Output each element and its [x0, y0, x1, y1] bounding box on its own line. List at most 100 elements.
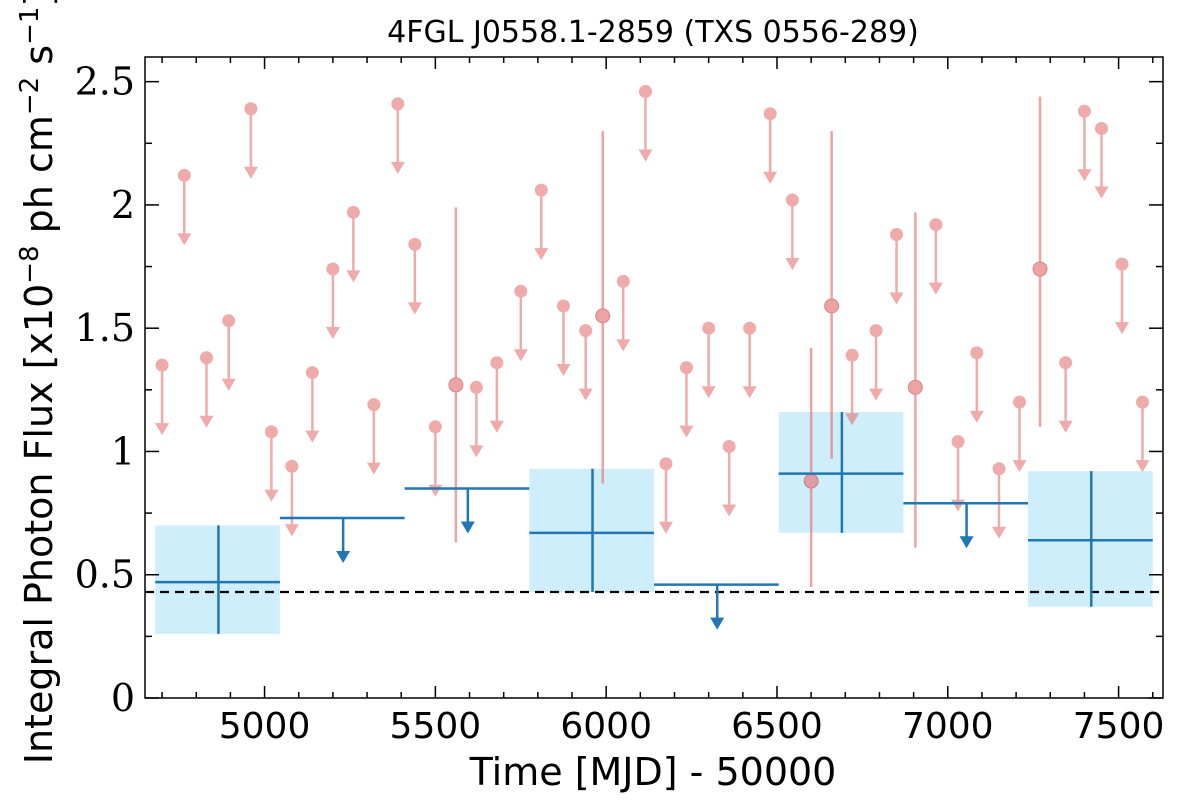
short-bin-point	[428, 420, 442, 434]
short-bin-upper-limit	[264, 425, 279, 502]
short-bin-point	[907, 379, 923, 395]
short-bin-point	[244, 102, 258, 116]
short-bin-upper-limit	[951, 435, 966, 512]
upper-limit-arrowhead	[264, 489, 279, 502]
short-bin-point	[490, 356, 504, 370]
short-bin-point	[1032, 261, 1048, 277]
upper-limit-arrowhead	[845, 413, 860, 426]
short-bin-upper-limit	[305, 366, 320, 443]
short-bin-detection	[595, 130, 611, 484]
upper-limit-arrowhead	[489, 420, 504, 433]
upper-limit-arrowhead	[763, 171, 778, 184]
long-bin-upper-limit-arrowhead	[336, 551, 351, 564]
upper-limit-arrowhead	[992, 526, 1007, 539]
upper-limit-arrowhead	[679, 425, 694, 438]
short-bin-upper-limit	[489, 356, 504, 433]
y-axis-label-mid2: s	[17, 45, 61, 77]
short-bin-upper-limit	[221, 314, 236, 391]
short-bin-point	[824, 298, 840, 314]
y-axis-label-exp1: −8	[15, 245, 45, 283]
short-bin-upper-limit	[1094, 121, 1109, 199]
short-bin-upper-limit	[616, 274, 631, 352]
plot-frame	[144, 56, 1164, 699]
short-bin-point	[951, 435, 965, 449]
y-tick-label: 0	[111, 676, 135, 720]
upper-limit-arrowhead	[1135, 460, 1150, 473]
x-tick-label: 6000	[560, 706, 652, 747]
x-tick-label: 6500	[731, 706, 823, 747]
short-bin-upper-limit	[407, 237, 422, 315]
upper-limit-arrowhead	[155, 423, 170, 436]
upper-limit-arrowhead	[390, 161, 405, 174]
upper-limit-arrowhead	[1094, 186, 1109, 199]
short-bin-point	[1077, 104, 1091, 118]
short-bin-point	[722, 440, 736, 454]
upper-limit-arrowhead	[869, 388, 884, 401]
x-tick-label: 5000	[219, 706, 311, 747]
upper-limit-arrowhead	[1115, 322, 1130, 335]
short-bin-point	[679, 361, 693, 375]
upper-limit-arrowhead	[305, 430, 320, 443]
short-bin-upper-limit	[346, 205, 361, 283]
x-axis-label: Time [MJD] - 50000	[469, 750, 837, 794]
upper-limit-arrowhead	[346, 270, 361, 283]
short-bin-point	[1013, 395, 1027, 409]
short-bin-point	[1115, 257, 1129, 271]
upper-limit-arrowhead	[616, 339, 631, 352]
upper-limit-arrowhead	[1012, 460, 1027, 473]
upper-limit-arrowhead	[722, 504, 737, 517]
upper-limit-arrowhead	[638, 149, 653, 162]
short-bin-upper-limit	[155, 358, 170, 436]
upper-limit-arrowhead	[428, 484, 443, 497]
short-bin-upper-limit	[638, 85, 653, 162]
short-bin-point	[222, 314, 236, 328]
short-bin-upper-limit	[469, 380, 484, 458]
short-bin-detection	[1032, 96, 1048, 427]
short-bin-point	[659, 457, 673, 471]
short-bin-detection	[824, 130, 840, 459]
short-bin-point	[514, 284, 528, 298]
short-bin-upper-limit	[556, 299, 571, 377]
short-bin-upper-limit	[785, 193, 800, 270]
short-bin-upper-limit	[428, 420, 443, 497]
short-bin-point	[803, 473, 819, 489]
short-bin-point	[616, 274, 630, 288]
short-bin-point	[1059, 356, 1073, 370]
short-bin-upper-limit	[1077, 104, 1092, 182]
short-bin-point	[391, 97, 405, 111]
upper-limit-arrowhead	[243, 166, 258, 179]
long-bin-upper-limit-arrowhead	[959, 536, 974, 549]
short-bin-point	[579, 324, 593, 338]
short-bin-point	[970, 346, 984, 360]
upper-limit-arrowhead	[1077, 169, 1092, 182]
short-bin-point	[743, 321, 757, 335]
short-bin-point	[346, 205, 360, 219]
upper-limit-arrowhead	[785, 257, 800, 270]
short-bin-upper-limit	[1058, 356, 1073, 433]
short-bin-upper-limit	[243, 102, 258, 179]
upper-limit-arrowhead	[407, 302, 422, 315]
short-bin-upper-limit	[658, 457, 673, 534]
y-axis-label-exp3: −1	[15, 7, 45, 45]
short-bin-upper-limit	[889, 228, 904, 305]
y-axis-label-end: ]	[17, 0, 61, 7]
short-bin-upper-limit	[845, 348, 860, 426]
short-bin-upper-limit	[763, 107, 778, 184]
short-bin-upper-limit	[992, 462, 1007, 539]
short-bin-point	[199, 351, 213, 365]
short-bin-point	[556, 299, 570, 313]
short-bin-upper-limit	[722, 440, 737, 517]
y-tick-label: 2	[111, 183, 135, 227]
x-tick-label: 5500	[390, 706, 482, 747]
upper-limit-arrowhead	[889, 292, 904, 305]
short-bin-detection	[448, 207, 464, 543]
upper-limit-arrowhead	[951, 499, 966, 512]
x-tick-label: 7500	[1073, 706, 1165, 747]
short-bin-upper-limit	[390, 97, 405, 174]
short-bin-upper-limit	[869, 324, 884, 401]
short-bin-point	[367, 398, 381, 412]
long-bin-upper-limit-arrowhead	[460, 521, 475, 534]
upper-limit-arrowhead	[534, 248, 549, 261]
y-axis-label-mid: ph cm	[17, 115, 61, 245]
